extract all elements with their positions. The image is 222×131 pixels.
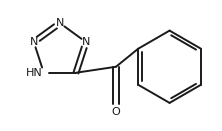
Text: N: N bbox=[56, 18, 64, 28]
Text: HN: HN bbox=[26, 68, 43, 78]
Text: N: N bbox=[82, 37, 90, 47]
Text: N: N bbox=[30, 37, 38, 47]
Text: O: O bbox=[112, 107, 120, 117]
